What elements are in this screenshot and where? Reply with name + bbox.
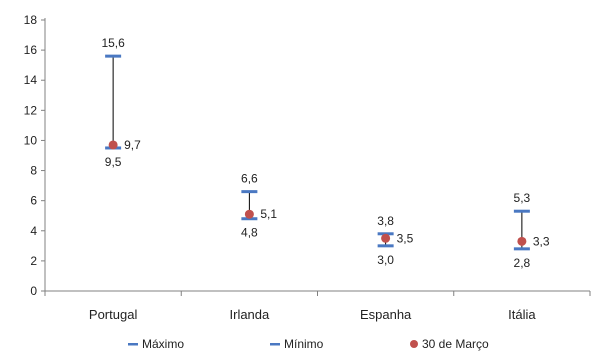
y-tick-label: 2 xyxy=(30,254,37,268)
y-tick-label: 8 xyxy=(30,164,37,178)
max-marker xyxy=(513,209,530,213)
min-marker xyxy=(377,244,394,248)
max-value-label: 15,6 xyxy=(101,36,125,50)
min-marker xyxy=(513,247,530,251)
max-value-label: 5,3 xyxy=(514,191,531,205)
x-category-label: Itália xyxy=(508,307,536,322)
data-labels: 15,6 9,59,7 6,6 4,85,1 3,8 3,03,5 5,3 2,83,3 xyxy=(101,36,549,270)
march-30-point xyxy=(517,236,527,246)
y-tick-label: 4 xyxy=(30,224,37,238)
march-30-value-label: 3,5 xyxy=(397,231,414,245)
legend-marker-dash xyxy=(270,343,280,346)
y-tick-label: 12 xyxy=(24,103,38,117)
min-value-label: 4,8 xyxy=(241,226,258,240)
min-value-label: 9,5 xyxy=(105,155,122,169)
x-category-label: Irlanda xyxy=(230,307,271,322)
march-30-value-label: 5,1 xyxy=(260,207,277,221)
y-tick-label: 6 xyxy=(30,194,37,208)
march-30-value-label: 9,7 xyxy=(124,138,141,152)
y-tick-label: 16 xyxy=(24,43,38,57)
legend-marker-dot xyxy=(410,340,418,348)
legend-label: Máximo xyxy=(142,337,184,351)
max-marker xyxy=(105,54,122,58)
x-category-label: Espanha xyxy=(360,307,412,322)
axes: 0 2 4 6 8 10 12 14 16 18 Portugal Irlanda Espanha Itá… xyxy=(24,13,591,322)
max-value-label: 3,8 xyxy=(377,214,394,228)
legend-label: 30 de Março xyxy=(422,337,489,351)
march-30-point xyxy=(244,209,254,219)
x-category-label: Portugal xyxy=(89,307,138,322)
range-lines xyxy=(112,56,523,249)
min-value-label: 3,0 xyxy=(377,253,394,267)
march-30-value-label: 3,3 xyxy=(533,234,550,248)
legend-label: Mínimo xyxy=(284,337,324,351)
y-tick-label: 0 xyxy=(30,284,37,298)
min-marker xyxy=(241,217,258,221)
max-marker xyxy=(377,232,394,236)
legend-marker-dash xyxy=(128,343,138,346)
max-value-label: 6,6 xyxy=(241,172,258,186)
marks xyxy=(105,54,530,251)
min-value-label: 2,8 xyxy=(514,256,531,270)
y-tick-label: 18 xyxy=(24,13,38,27)
y-tick-label: 14 xyxy=(24,73,38,87)
march-30-point xyxy=(381,233,391,243)
y-tick-label: 10 xyxy=(24,133,38,147)
march-30-point xyxy=(108,140,118,150)
legend: Máximo Mínimo 30 de Março xyxy=(128,337,489,351)
max-marker xyxy=(241,190,258,194)
